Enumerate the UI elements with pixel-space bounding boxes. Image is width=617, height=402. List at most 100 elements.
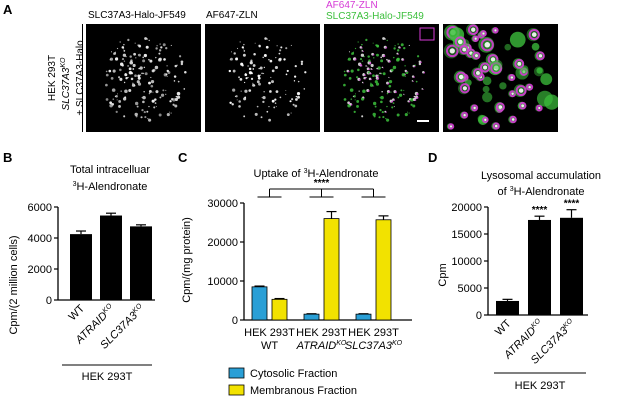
halo-speckle — [147, 118, 149, 120]
panel-d-bar — [560, 217, 583, 315]
merge-speckle — [343, 70, 346, 73]
inset-magenta-ring — [526, 83, 534, 91]
micrograph-merge — [324, 24, 439, 132]
zln-speckle — [256, 105, 259, 108]
merge-speckle — [396, 113, 400, 117]
merge-speckle — [373, 85, 375, 87]
merge-speckle — [389, 60, 391, 63]
zln-speckle — [290, 112, 292, 114]
merge-speckle — [370, 63, 374, 68]
merge-speckle — [388, 91, 391, 93]
halo-speckle — [134, 42, 136, 44]
merge-speckle — [379, 72, 381, 75]
merge-speckle — [410, 98, 414, 102]
panel-b-title-line2: 3H-Alendronate — [73, 181, 148, 193]
inset-magenta-ring — [472, 35, 479, 43]
merge-speckle — [396, 57, 400, 61]
halo-speckle — [138, 53, 141, 57]
merge-speckle — [408, 101, 411, 103]
panel-d-ytick-label: 15000 — [451, 229, 482, 241]
zln-speckle — [239, 77, 243, 81]
halo-speckle — [146, 110, 149, 113]
zln-speckle — [242, 53, 246, 57]
zln-speckle — [235, 95, 238, 98]
halo-speckle — [142, 100, 145, 104]
inset-green-blob — [482, 92, 493, 103]
panel-b-xtick-label: WT — [67, 302, 88, 323]
inset-magenta-ring — [459, 83, 471, 94]
merge-speckle — [404, 113, 408, 117]
merge-speckle — [386, 118, 390, 122]
zln-speckle — [273, 106, 276, 109]
halo-speckle — [109, 101, 112, 105]
merge-speckle — [396, 49, 400, 52]
micrograph-zoom-inset — [443, 24, 558, 132]
merge-speckle — [367, 90, 370, 92]
halo-speckle — [143, 110, 146, 114]
halo-speckle — [158, 52, 161, 55]
legend-swatch-cytosolic — [228, 367, 245, 379]
halo-speckle — [143, 53, 148, 58]
halo-speckle — [180, 62, 184, 66]
halo-speckle — [127, 76, 129, 79]
zln-speckle — [254, 42, 256, 44]
merge-speckle — [382, 37, 385, 40]
halo-speckle — [137, 74, 141, 78]
merge-speckle — [383, 55, 386, 58]
merge-speckle — [374, 80, 378, 84]
halo-speckle — [152, 68, 156, 72]
halo-speckle — [165, 47, 168, 50]
merge-speckle — [390, 91, 392, 93]
merge-speckle — [381, 91, 383, 93]
merge-speckle — [377, 68, 379, 70]
zln-speckle — [275, 56, 277, 59]
merge-speckle — [369, 83, 374, 87]
halo-speckle — [154, 102, 157, 105]
zln-speckle — [304, 71, 307, 74]
halo-speckle — [148, 118, 152, 122]
zln-speckle — [234, 95, 236, 97]
halo-speckle — [176, 95, 181, 99]
merge-speckle — [394, 45, 396, 47]
halo-speckle — [105, 70, 108, 73]
merge-speckle — [361, 48, 363, 50]
inset-green-blob — [482, 85, 490, 93]
merge-speckle — [420, 61, 422, 64]
zln-speckle — [261, 72, 263, 75]
merge-speckle — [372, 53, 375, 56]
halo-speckle — [143, 66, 146, 69]
halo-speckle — [156, 45, 158, 47]
panel-c-chart: Uptake of 3H-Alendronate Cpm/(mg protein… — [181, 168, 412, 397]
merge-speckle — [350, 98, 353, 100]
zln-speckle — [230, 51, 232, 53]
halo-speckle — [134, 112, 138, 117]
panel-c-bar — [271, 298, 288, 321]
merge-speckle — [413, 76, 415, 78]
panel-c-ylabel: Cpm/(mg protein) — [181, 217, 193, 303]
panel-d-ylabel: Cpm — [437, 263, 449, 286]
merge-speckle — [397, 53, 399, 55]
merge-speckle — [408, 44, 410, 47]
merge-speckle — [386, 58, 388, 61]
merge-speckle — [413, 80, 414, 82]
zln-speckle — [275, 106, 277, 108]
merge-speckle — [422, 88, 424, 90]
halo-speckle — [127, 65, 129, 67]
halo-speckle — [148, 89, 152, 93]
zln-speckle — [259, 74, 262, 76]
panel-b-ytick-label: 2000 — [28, 264, 52, 276]
halo-speckle — [137, 76, 141, 80]
halo-speckle — [119, 41, 121, 43]
merge-speckle — [404, 75, 406, 77]
halo-speckle — [118, 76, 121, 79]
zln-speckle — [256, 80, 260, 84]
zln-speckle — [252, 68, 255, 70]
zln-speckle — [244, 96, 247, 99]
merge-speckle — [354, 57, 356, 59]
inset-magenta-ring — [518, 101, 527, 110]
halo-speckle — [112, 98, 115, 100]
halo-speckle — [139, 74, 142, 76]
merge-speckle — [376, 44, 379, 48]
inset-white-core — [510, 76, 514, 79]
panel-b-ytick-label: 4000 — [28, 233, 52, 245]
